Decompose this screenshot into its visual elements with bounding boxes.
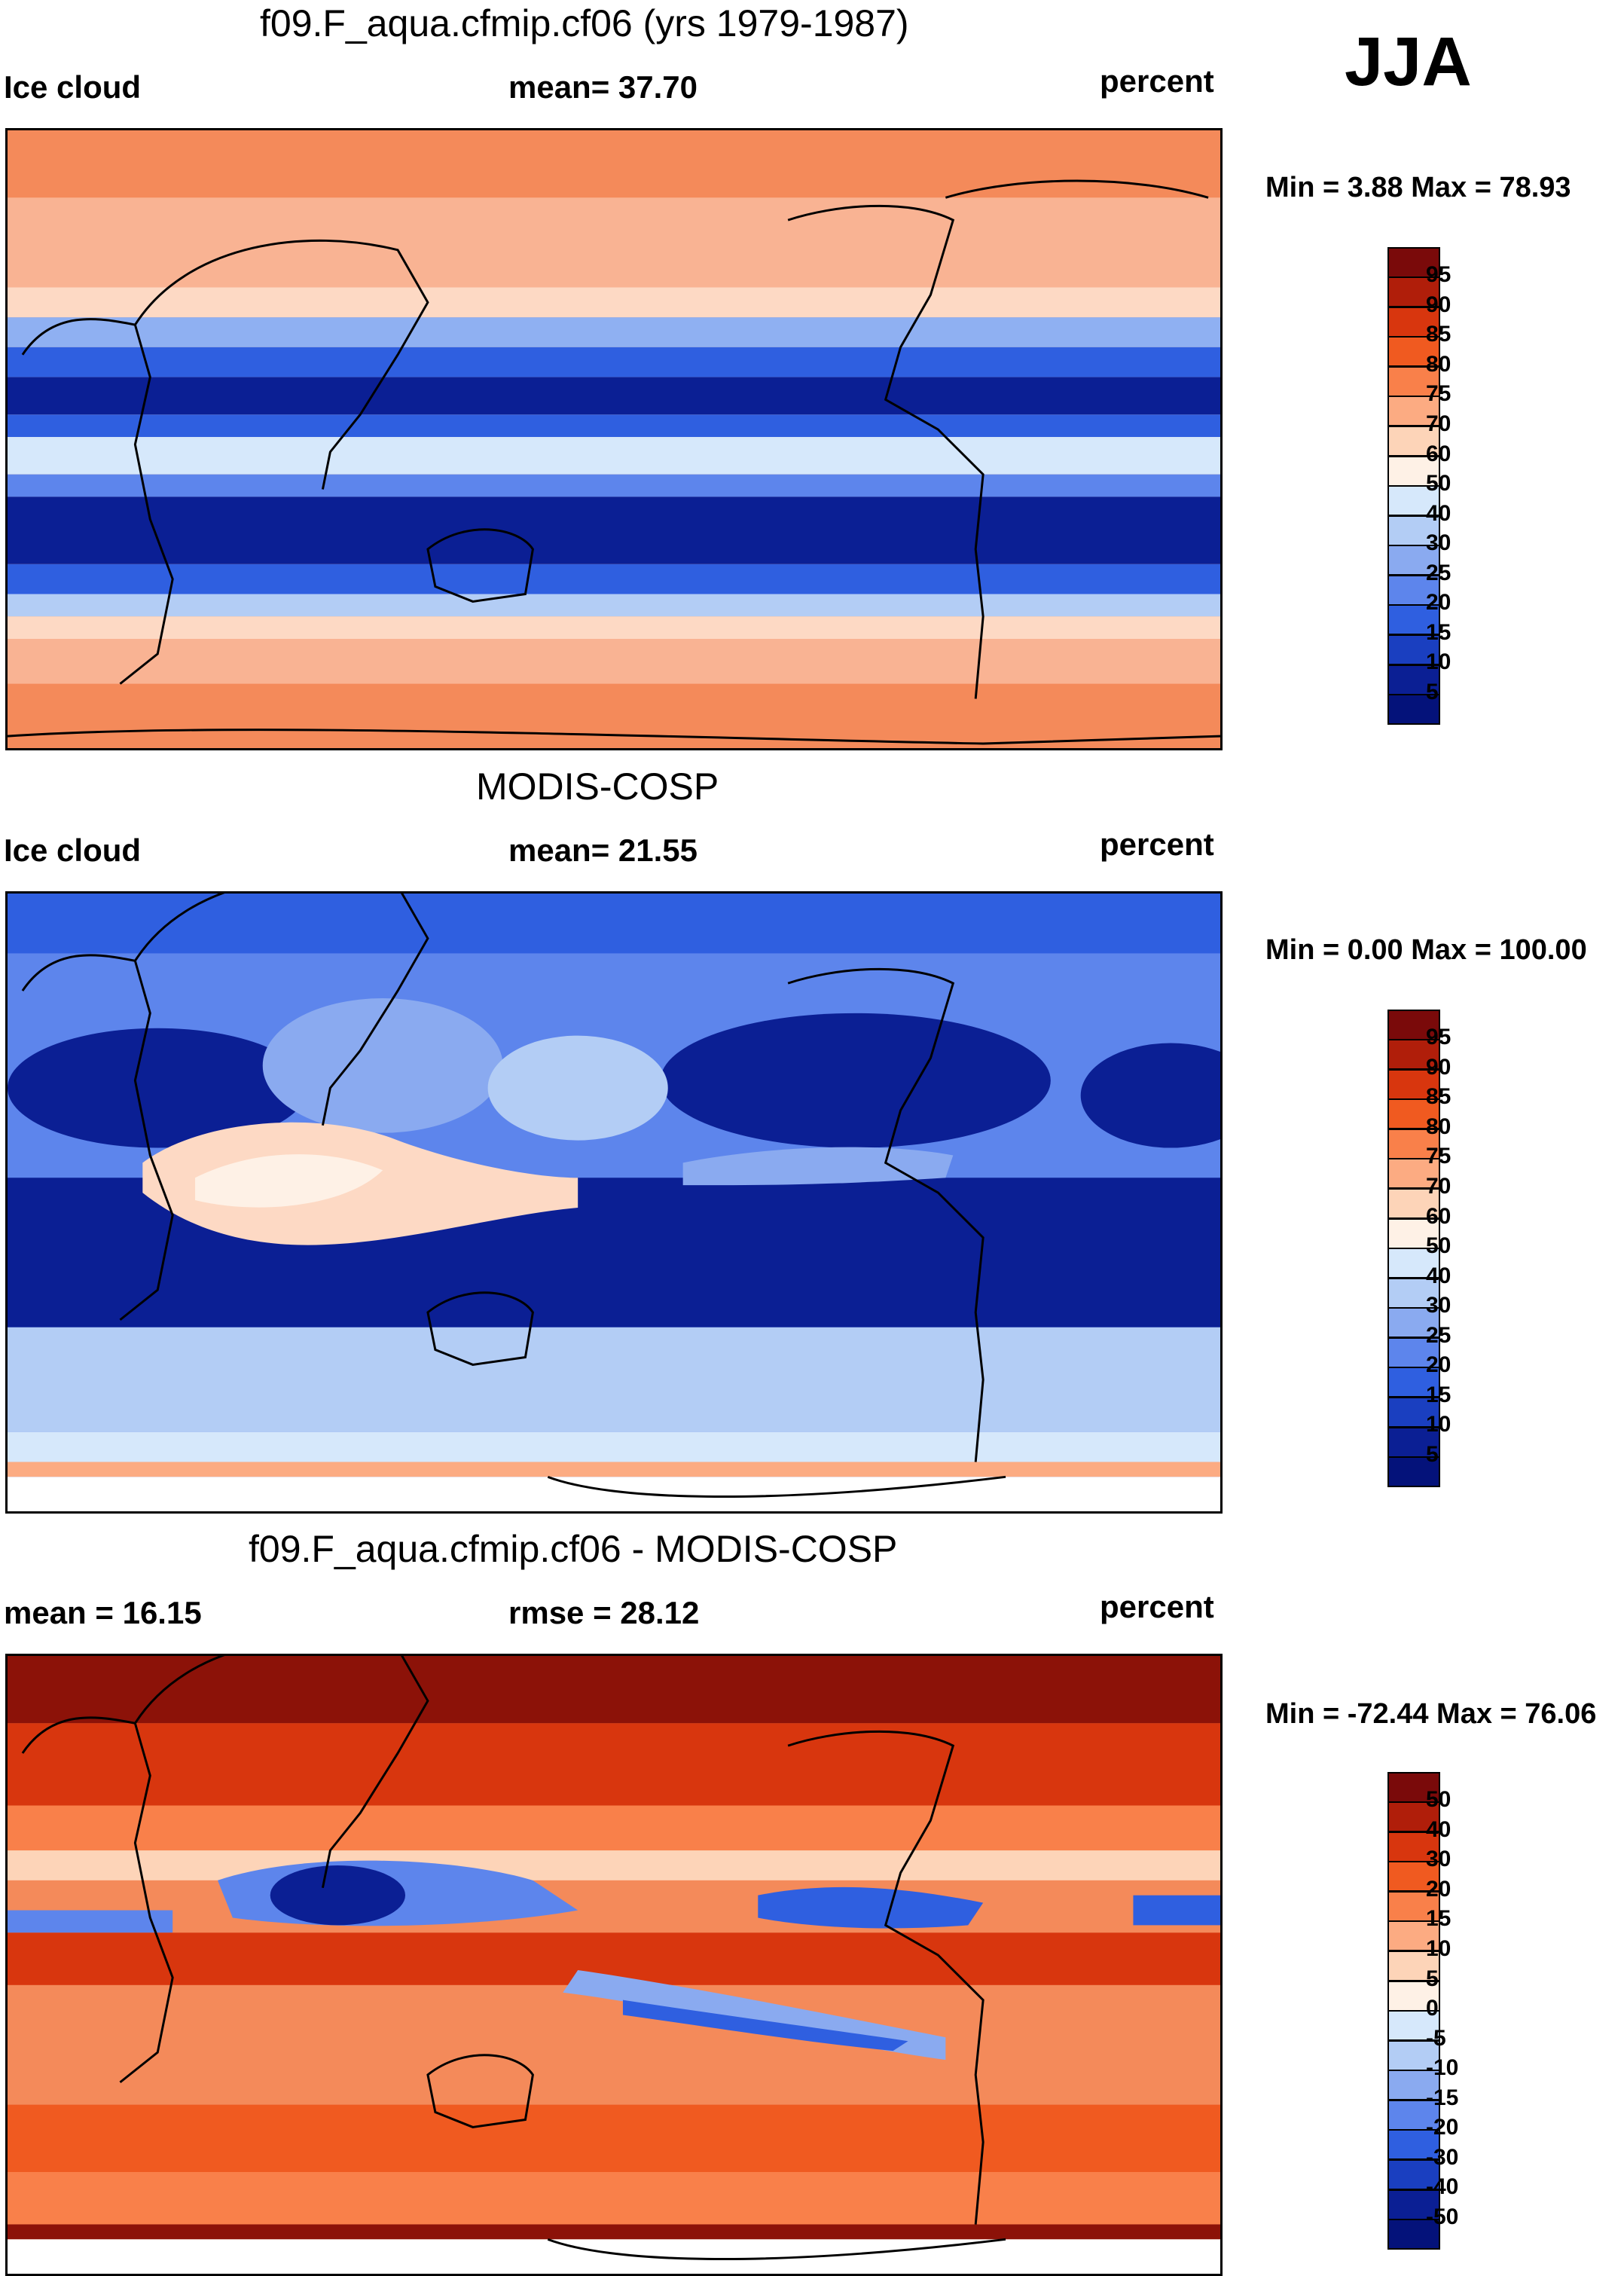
panel2-colorbar-swatch xyxy=(1387,1337,1440,1368)
panel2-tick: 60 xyxy=(1426,1204,1452,1229)
panel2-colorbar-swatch xyxy=(1387,1456,1440,1487)
panel1-tick: 95 xyxy=(1426,262,1452,287)
panel1-colorbar-swatch xyxy=(1387,426,1440,457)
panel2-tick: 90 xyxy=(1426,1055,1452,1080)
panel2-tick: 95 xyxy=(1426,1025,1452,1049)
panel3-colorbar xyxy=(1387,1772,1440,2250)
panel2-tick: 30 xyxy=(1426,1293,1452,1318)
panel3-mean-label: mean = 16.15 xyxy=(4,1595,202,1630)
panel1-colorbar-swatch xyxy=(1387,515,1440,546)
panel1-colorbar-swatch xyxy=(1387,575,1440,606)
panel3-tick: 50 xyxy=(1426,1787,1452,1812)
panel1-colorbar xyxy=(1387,247,1440,725)
panel2-map-svg xyxy=(8,894,1220,1511)
panel1-tick: 50 xyxy=(1426,471,1452,496)
panel2-tick: 15 xyxy=(1426,1382,1452,1407)
panel1-tick: 90 xyxy=(1426,292,1452,317)
panel3-colorbar-swatch xyxy=(1387,1831,1440,1862)
panel2-colorbar-swatch xyxy=(1387,1397,1440,1428)
panel2-left-label: Ice cloud xyxy=(4,832,142,868)
panel1-title: f09.F_aqua.cfmip.cf06 (yrs 1979-1987) xyxy=(260,2,909,44)
panel1-tick: 10 xyxy=(1426,649,1452,674)
panel2-units-label: percent xyxy=(1100,826,1214,862)
panel2-tick: 85 xyxy=(1426,1084,1452,1109)
panel2-colorbar xyxy=(1387,1010,1440,1487)
panel2-colorbar-swatch xyxy=(1387,1158,1440,1189)
panel2-tick: 80 xyxy=(1426,1114,1452,1139)
panel3-tick: -40 xyxy=(1426,2174,1459,2199)
panel3-minmax-label: Min = -72.44 Max = 76.06 xyxy=(1265,1698,1597,1730)
panel1-map xyxy=(5,128,1223,750)
panel3-tick: 40 xyxy=(1426,1817,1452,1842)
panel1-colorbar-swatch xyxy=(1387,366,1440,397)
panel1-tick: 80 xyxy=(1426,352,1452,377)
panel2-colorbar-swatch xyxy=(1387,1129,1440,1159)
panel1-tick: 70 xyxy=(1426,411,1452,436)
panel3-tick: 20 xyxy=(1426,1877,1452,1902)
panel1-tick: 15 xyxy=(1426,620,1452,645)
panel1-tick: 75 xyxy=(1426,381,1452,406)
panel2-minmax-label: Min = 0.00 Max = 100.00 xyxy=(1265,934,1587,966)
panel2-tick: 25 xyxy=(1426,1323,1452,1348)
panel3-tick: -5 xyxy=(1426,2026,1446,2051)
panel1-colorbar-swatch xyxy=(1387,604,1440,635)
panel1-tick: 40 xyxy=(1426,501,1452,526)
panel3-colorbar-swatch xyxy=(1387,2189,1440,2220)
panel3-tick: 0 xyxy=(1426,1996,1439,2021)
panel3-tick: -30 xyxy=(1426,2145,1459,2170)
panel1-minmax-label: Min = 3.88 Max = 78.93 xyxy=(1265,172,1571,203)
panel2-tick: 10 xyxy=(1426,1412,1452,1437)
panel3-tick: -20 xyxy=(1426,2115,1459,2140)
panel1-tick: 60 xyxy=(1426,441,1452,466)
panel1-tick: 5 xyxy=(1426,680,1439,704)
panel1-tick: 85 xyxy=(1426,322,1452,347)
panel1-coastlines xyxy=(8,179,1220,745)
panel3-tick: -50 xyxy=(1426,2204,1459,2229)
panel3-tick: 10 xyxy=(1426,1936,1452,1961)
panel3-colorbar-swatch xyxy=(1387,2129,1440,2160)
panel1-colorbar-swatch xyxy=(1387,456,1440,487)
panel1-tick: 20 xyxy=(1426,590,1452,615)
panel3-tick: 5 xyxy=(1426,1966,1439,1991)
panel2-tick: 50 xyxy=(1426,1233,1452,1258)
panel2-tick: 75 xyxy=(1426,1144,1452,1169)
panel2-colorbar-swatch xyxy=(1387,1278,1440,1309)
panel3-colorbar-swatch xyxy=(1387,2100,1440,2131)
panel1-colorbar-swatch xyxy=(1387,247,1440,278)
panel2-map xyxy=(5,891,1223,1514)
panel3-colorbar-swatch xyxy=(1387,2010,1440,2041)
panel2-tick: 70 xyxy=(1426,1174,1452,1199)
panel1-colorbar-swatch xyxy=(1387,694,1440,725)
panel3-title: f09.F_aqua.cfmip.cf06 - MODIS-COSP xyxy=(249,1528,898,1570)
panel3-colorbar-swatch xyxy=(1387,2070,1440,2100)
panel1-colorbar-swatch xyxy=(1387,664,1440,695)
panel3-rmse-label: rmse = 28.12 xyxy=(508,1595,700,1630)
panel3-map-svg xyxy=(8,1656,1220,2274)
panel3-colorbar-swatch xyxy=(1387,1772,1440,1803)
panel3-coastlines xyxy=(21,1656,1006,2260)
panel3-map xyxy=(5,1654,1223,2276)
panel2-colorbar-swatch xyxy=(1387,1188,1440,1219)
panel3-tick: -10 xyxy=(1426,2055,1459,2080)
panel3-units-label: percent xyxy=(1100,1589,1214,1624)
season-label: JJA xyxy=(1345,23,1472,100)
panel2-tick: 40 xyxy=(1426,1263,1452,1288)
panel1-map-svg xyxy=(8,130,1220,748)
panel2-tick: 5 xyxy=(1426,1442,1439,1467)
panel1-units-label: percent xyxy=(1100,63,1214,99)
panel3-tick: 15 xyxy=(1426,1906,1452,1931)
panel2-mean-label: mean= 21.55 xyxy=(508,832,698,868)
panel3-tick: 30 xyxy=(1426,1847,1452,1871)
panel2-tick: 20 xyxy=(1426,1352,1452,1377)
panel2-colorbar-swatch xyxy=(1387,1069,1440,1100)
panel1-left-label: Ice cloud xyxy=(4,69,142,105)
panel1-mean-label: mean= 37.70 xyxy=(508,69,698,105)
panel2-coastlines xyxy=(21,894,1006,1498)
panel1-tick: 30 xyxy=(1426,530,1452,555)
panel2-title: MODIS-COSP xyxy=(476,765,719,808)
panel3-tick: -15 xyxy=(1426,2085,1459,2110)
panel3-colorbar-swatch xyxy=(1387,1920,1440,1951)
panel1-tick: 25 xyxy=(1426,561,1452,585)
panel3-colorbar-swatch xyxy=(1387,2219,1440,2250)
